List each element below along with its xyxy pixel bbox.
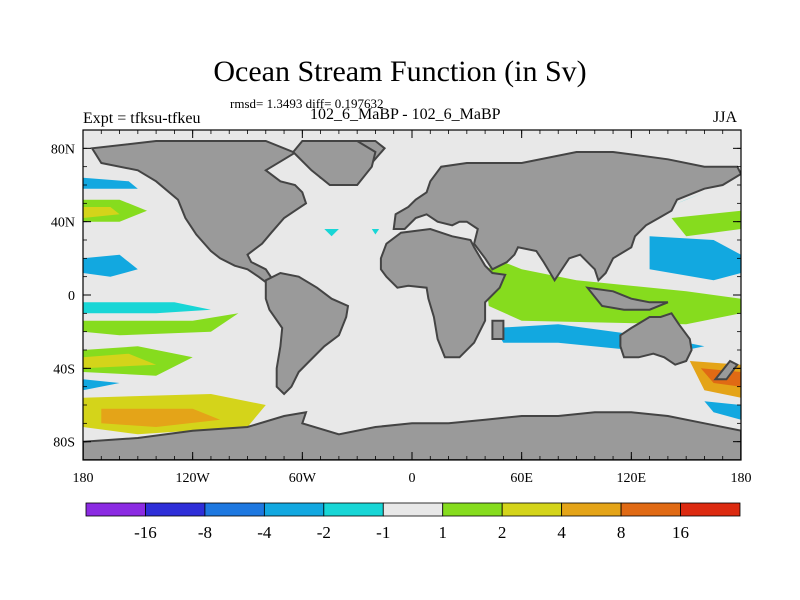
x-tick-label: 180 <box>73 471 94 486</box>
colorbar-swatch <box>620 502 681 517</box>
colorbar-swatch <box>501 502 563 517</box>
land-madagascar <box>491 319 505 340</box>
runs-label: 102_6_MaBP - 102_6_MaBP <box>310 106 501 123</box>
field-region--1 <box>83 302 211 314</box>
colorbar: -16 -8 -4 -2 -1 1 2 4 8 16 <box>85 502 741 542</box>
field-region--2 <box>83 254 138 277</box>
field-region-8 <box>101 408 221 427</box>
chart-title: Ocean Stream Function (in Sv) <box>213 55 587 88</box>
x-tick-label: 180 <box>731 471 752 486</box>
colorbar-label: 1 <box>438 523 447 542</box>
x-tick-label: 120E <box>617 471 647 486</box>
field-region-4 <box>83 353 157 369</box>
field-region-2 <box>671 210 741 237</box>
land-south-america <box>264 271 350 396</box>
field-region--1 <box>667 192 705 207</box>
field-region-2 <box>83 313 239 336</box>
y-tick-label: 80N <box>51 142 75 157</box>
colorbar-swatch <box>263 502 325 517</box>
land-africa <box>379 227 507 359</box>
colorbar-swatch <box>561 502 622 517</box>
colorbar-label: 2 <box>498 523 507 542</box>
x-tick-label: 60E <box>510 471 533 486</box>
y-tick-label: 80S <box>53 436 75 451</box>
x-tick-label: 60W <box>289 471 317 486</box>
colorbar-swatch <box>680 502 741 517</box>
stats-text: rmsd= 1.3493 diff= 0.197632 <box>230 96 384 111</box>
land-eurasia <box>392 151 741 283</box>
colorbar-label: -16 <box>134 523 157 542</box>
plot-area <box>83 130 741 460</box>
colorbar-label: -1 <box>376 523 390 542</box>
field-region--1 <box>324 229 339 237</box>
field-region--2 <box>704 401 741 420</box>
experiment-label: Expt = tfksu-tfkeu <box>83 110 201 127</box>
axes: 180 120W 60W 0 60E 120E 180 80N 40N 0 40S 80S <box>51 129 752 486</box>
y-tick-label: 0 <box>68 289 75 304</box>
land-greenland-arctic <box>291 140 377 186</box>
colorbar-swatch <box>85 502 146 517</box>
field-region--2 <box>83 379 120 391</box>
x-tick-label: 0 <box>409 471 416 486</box>
map-content <box>83 130 741 460</box>
y-tick-label: 40S <box>53 362 75 377</box>
colorbar-label: -8 <box>198 523 212 542</box>
field-region--1 <box>371 229 380 235</box>
season-label: JJA <box>713 109 738 126</box>
land-indonesia <box>585 286 669 311</box>
field-region-4 <box>83 207 120 218</box>
land-australia <box>619 312 693 366</box>
field-region--2 <box>649 236 741 281</box>
colorbar-swatch <box>204 502 265 517</box>
colorbar-swatch <box>442 502 503 517</box>
colorbar-label: -2 <box>317 523 331 542</box>
field-region--2 <box>83 177 138 189</box>
colorbar-label: 8 <box>617 523 626 542</box>
colorbar-label: 16 <box>672 523 689 542</box>
colorbar-swatch <box>145 502 206 517</box>
land-antarctica <box>83 411 741 460</box>
x-tick-label: 120W <box>176 471 211 486</box>
land-new-zealand <box>713 359 739 381</box>
colorbar-label: 4 <box>557 523 566 542</box>
colorbar-label: -4 <box>257 523 272 542</box>
colorbar-swatch <box>323 502 384 517</box>
colorbar-swatch <box>382 502 444 517</box>
y-tick-label: 40N <box>51 216 75 231</box>
